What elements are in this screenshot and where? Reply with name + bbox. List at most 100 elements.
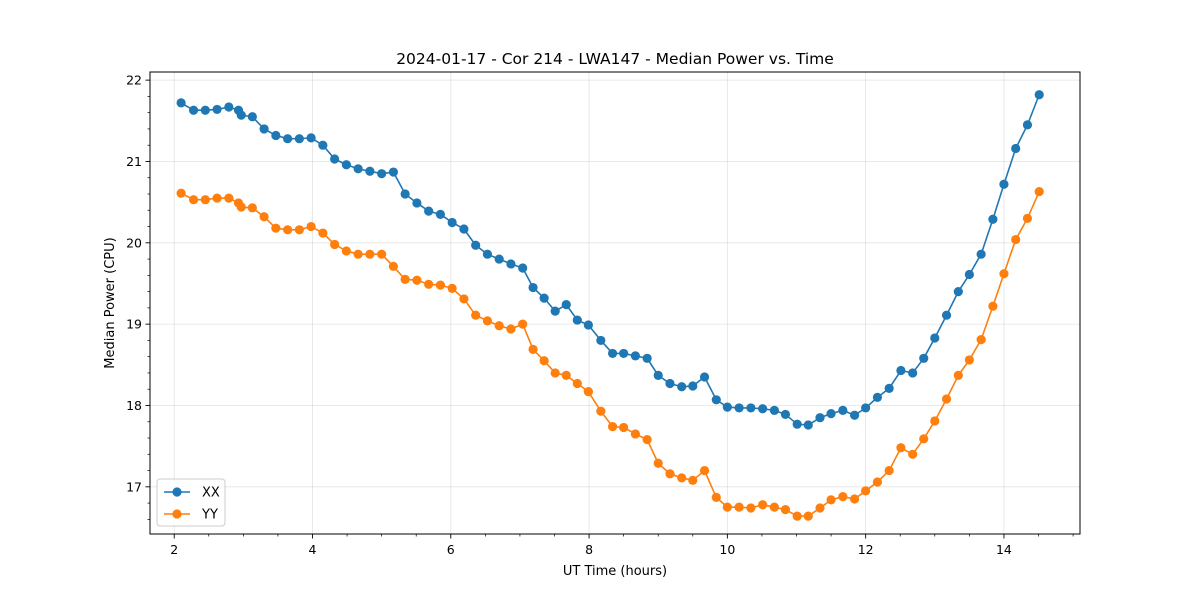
data-point-yy: [550, 368, 560, 378]
data-point-xx: [212, 104, 222, 115]
data-point-yy: [792, 511, 802, 521]
data-point-yy: [539, 356, 549, 366]
y-axis-label: Median Power (CPU): [103, 237, 118, 368]
data-point-yy: [964, 355, 974, 365]
data-point-yy: [518, 319, 528, 329]
data-point-yy: [435, 280, 446, 290]
data-point-yy: [494, 321, 504, 331]
data-point-xx: [607, 348, 618, 359]
data-point-xx: [471, 240, 481, 250]
data-point-yy: [561, 370, 571, 380]
series-line-yy: [180, 191, 1040, 517]
legend-marker-yy: [172, 509, 182, 519]
data-point-xx: [200, 105, 210, 115]
data-point-xx: [377, 169, 387, 179]
data-point-yy: [665, 469, 675, 479]
data-point-yy: [872, 477, 883, 487]
legend-label-yy: YY: [201, 508, 218, 523]
data-point-xx: [1022, 120, 1033, 130]
data-point-yy: [365, 249, 375, 259]
data-point-xx: [550, 306, 560, 316]
data-point-yy: [861, 486, 871, 496]
data-point-xx: [930, 333, 940, 343]
data-point-yy: [341, 246, 351, 256]
data-point-yy: [711, 492, 721, 502]
data-point-yy: [642, 435, 652, 445]
data-point-yy: [849, 494, 860, 504]
data-point-xx: [861, 403, 871, 413]
data-point-xx: [506, 259, 516, 269]
data-point-xx: [722, 402, 732, 412]
data-point-xx: [792, 419, 802, 429]
data-point-yy: [953, 370, 963, 380]
data-point-xx: [318, 140, 328, 150]
data-point-yy: [188, 195, 199, 205]
x-tick-label: 6: [447, 542, 455, 557]
data-point-xx: [561, 300, 571, 310]
data-point-yy: [780, 504, 791, 515]
plot-frame: [149, 71, 1081, 535]
data-point-xx: [330, 154, 340, 164]
data-point-yy: [976, 335, 986, 345]
data-point-xx: [653, 370, 663, 380]
data-point-xx: [294, 134, 304, 144]
data-point-yy: [388, 261, 398, 271]
data-point-xx: [665, 378, 675, 389]
data-point-xx: [482, 249, 493, 259]
data-point-xx: [964, 269, 974, 280]
data-point-xx: [259, 124, 269, 134]
x-tick-label: 14: [996, 542, 1012, 557]
data-point-yy: [908, 449, 918, 459]
legend-label-xx: XX: [202, 486, 220, 501]
data-point-yy: [688, 475, 698, 485]
data-point-xx: [435, 209, 446, 219]
data-point-xx: [758, 404, 768, 414]
x-tick-label: 4: [309, 542, 317, 557]
data-point-xx: [919, 353, 929, 363]
data-point-yy: [596, 406, 606, 416]
legend-marker-xx: [172, 487, 182, 497]
data-point-yy: [1011, 234, 1021, 245]
data-point-xx: [780, 409, 791, 420]
data-point-yy: [412, 275, 422, 285]
data-point-yy: [200, 195, 210, 205]
x-tick-label: 12: [858, 542, 874, 557]
y-tick-label: 19: [126, 317, 142, 332]
grid-lines: [150, 72, 1080, 534]
data-point-yy: [247, 203, 257, 213]
data-point-yy: [471, 310, 481, 320]
legend: XX YY: [156, 478, 226, 527]
data-point-xx: [447, 217, 457, 228]
data-point-yy: [318, 228, 328, 238]
data-point-yy: [424, 279, 434, 289]
y-tick-label: 18: [126, 398, 142, 413]
data-point-xx: [688, 381, 698, 391]
data-point-xx: [518, 263, 528, 273]
data-point-xx: [769, 405, 779, 415]
data-point-xx: [424, 206, 434, 216]
data-point-yy: [988, 301, 998, 311]
data-point-xx: [711, 395, 721, 405]
data-point-yy: [353, 249, 363, 259]
data-point-yy: [607, 422, 618, 432]
data-point-xx: [988, 214, 998, 224]
data-point-xx: [341, 160, 351, 170]
data-point-xx: [976, 249, 986, 259]
data-point-xx: [306, 133, 316, 143]
data-point-yy: [630, 429, 640, 439]
data-point-yy: [826, 495, 836, 505]
data-point-yy: [653, 458, 663, 468]
data-point-xx: [539, 293, 549, 303]
data-point-yy: [377, 249, 387, 259]
data-point-xx: [247, 112, 257, 122]
x-axis-label: UT Time (hours): [563, 564, 667, 579]
data-point-xx: [803, 420, 813, 430]
series-line-xx: [180, 94, 1040, 426]
data-point-yy: [919, 434, 929, 444]
y-tick-label: 22: [126, 73, 142, 88]
data-point-xx: [528, 282, 538, 293]
data-point-yy: [999, 269, 1009, 279]
data-point-yy: [572, 378, 582, 389]
x-tick-label: 8: [585, 542, 593, 557]
data-point-yy: [271, 223, 281, 233]
